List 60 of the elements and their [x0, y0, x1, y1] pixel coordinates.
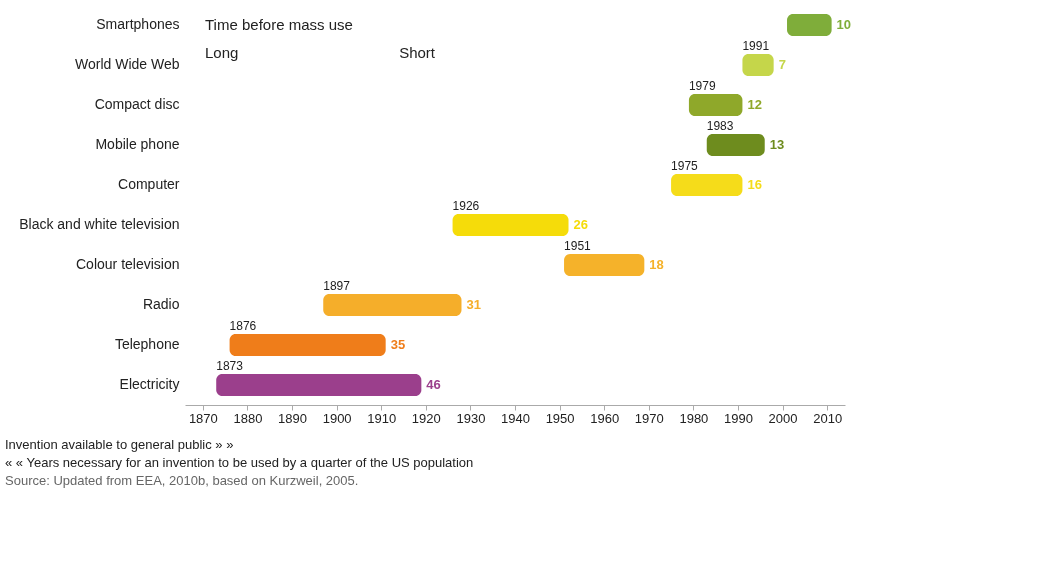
- x-tick-label: 1890: [278, 410, 307, 426]
- bar: [323, 294, 462, 316]
- bar: [742, 54, 774, 76]
- y-tick-label: Telephone: [114, 336, 180, 352]
- bar: [706, 134, 765, 156]
- x-tick-label: 1930: [456, 410, 486, 426]
- x-tick-label: 1880: [233, 410, 263, 426]
- x-tick-label: 1910: [367, 410, 397, 426]
- bar: [564, 254, 645, 276]
- y-tick-label: Colour television: [76, 256, 180, 272]
- y-tick-label: Electricity: [119, 376, 180, 392]
- data-label: 26: [573, 217, 588, 232]
- x-tick-label: 1870: [188, 410, 218, 426]
- y-tick-label: World Wide Web: [74, 56, 180, 72]
- annotation: 1897: [323, 279, 351, 293]
- annotation: 1876: [229, 319, 257, 333]
- source-note: Source: Updated from EEA, 2010b, based on Kurzweil, 2005.: [5, 473, 359, 488]
- bar: [452, 214, 569, 236]
- text: « « Years necessary for an invention to be used by a quarter of the US population: [5, 455, 474, 470]
- bar: [787, 14, 832, 36]
- annotation: Long: [205, 44, 239, 61]
- y-tick-label: Compact disc: [94, 96, 180, 112]
- x-tick-label: 1920: [411, 410, 441, 426]
- annotation: 1951: [564, 239, 592, 253]
- x-tick-label: 1950: [545, 410, 575, 426]
- data-label: 35: [390, 337, 406, 352]
- annotation: 1991: [742, 39, 770, 53]
- x-tick-label: 1940: [501, 410, 530, 426]
- x-tick-label: 1900: [322, 410, 352, 426]
- data-label: 46: [426, 377, 441, 392]
- x-tick-label: 1980: [679, 410, 709, 426]
- annotation: 1926: [452, 199, 480, 213]
- data-label: 31: [466, 297, 481, 312]
- bar: [216, 374, 422, 396]
- annotation: 1979: [688, 79, 716, 93]
- annotation: 1873: [216, 359, 244, 373]
- x-tick-label: 2010: [813, 410, 843, 426]
- bar: [229, 334, 386, 356]
- x-tick-label: 1960: [590, 410, 620, 426]
- annotation: 1983: [706, 119, 734, 133]
- data-label: 10: [836, 17, 852, 32]
- y-tick-label: Computer: [118, 176, 180, 192]
- text: Invention available to general public » »: [5, 437, 234, 452]
- annotation: Time before mass use: [205, 16, 353, 33]
- x-tick-label: 1990: [724, 410, 753, 426]
- data-label: 13: [769, 137, 785, 152]
- x-tick-label: 1970: [634, 410, 664, 426]
- bar: [688, 94, 743, 116]
- y-tick-label: Mobile phone: [95, 136, 180, 152]
- data-label: 18: [649, 257, 664, 272]
- data-label: 7: [778, 57, 786, 72]
- x-tick-label: 2000: [768, 410, 798, 426]
- data-label: 16: [747, 177, 762, 192]
- data-label: 12: [747, 97, 762, 112]
- y-tick-label: Black and white television: [19, 216, 180, 232]
- y-tick-label: Radio: [142, 296, 180, 312]
- y-tick-label: Smartphones: [96, 16, 180, 32]
- bar: [671, 174, 743, 196]
- annotation: Short: [399, 44, 436, 61]
- annotation: 1975: [671, 159, 699, 173]
